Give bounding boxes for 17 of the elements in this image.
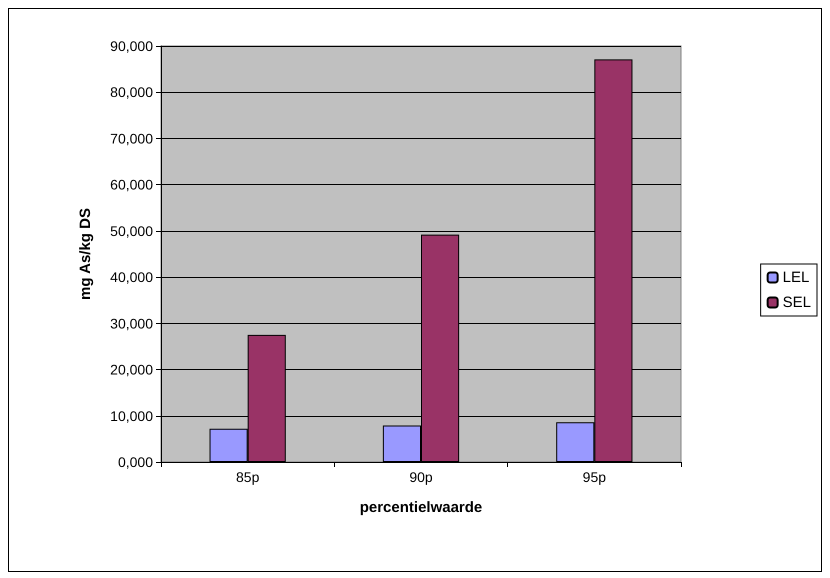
y-tick-label: 0,000 — [118, 454, 154, 470]
legend-label: SEL — [782, 294, 812, 311]
y-tick-label: 50,000 — [110, 222, 154, 239]
y-tick-label: 80,000 — [110, 84, 154, 100]
x-tick-label: 90p — [409, 469, 433, 485]
x-axis-title: percentielwaarde — [360, 499, 482, 516]
x-tick-label: 95p — [582, 469, 606, 485]
y-tick-label: 60,000 — [110, 176, 154, 193]
legend-label: LEL — [782, 269, 810, 286]
y-tick-label: 20,000 — [110, 362, 154, 378]
y-tick-label: 40,000 — [110, 269, 154, 286]
y-axis-title: mg As/kg DS — [77, 208, 94, 300]
y-tick-label: 10,000 — [110, 408, 154, 424]
y-tick-label: 70,000 — [110, 130, 154, 146]
y-tick-label: 90,000 — [110, 38, 154, 54]
y-tick-label: 30,000 — [110, 315, 154, 332]
x-tick-label: 85p — [236, 469, 260, 485]
